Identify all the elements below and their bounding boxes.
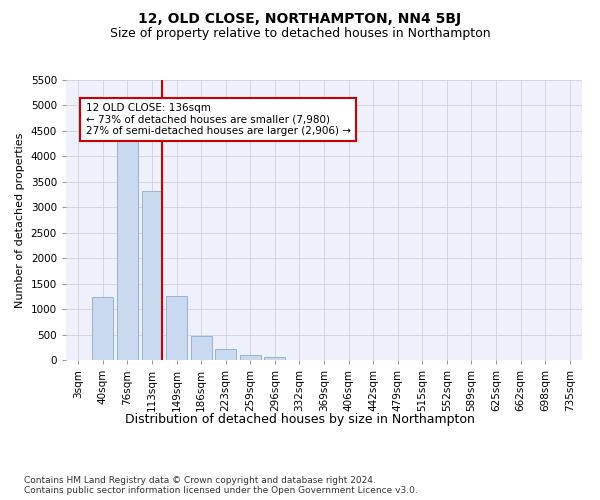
Text: Distribution of detached houses by size in Northampton: Distribution of detached houses by size … [125, 412, 475, 426]
Y-axis label: Number of detached properties: Number of detached properties [15, 132, 25, 308]
Bar [191, 336, 212, 360]
Bar [166, 296, 187, 360]
Bar [92, 298, 113, 360]
Bar [117, 140, 138, 360]
Text: 12, OLD CLOSE, NORTHAMPTON, NN4 5BJ: 12, OLD CLOSE, NORTHAMPTON, NN4 5BJ [139, 12, 461, 26]
Text: Contains HM Land Registry data © Crown copyright and database right 2024.
Contai: Contains HM Land Registry data © Crown c… [24, 476, 418, 495]
Bar [265, 356, 286, 360]
Bar [142, 191, 163, 360]
Text: Size of property relative to detached houses in Northampton: Size of property relative to detached ho… [110, 28, 490, 40]
Bar [240, 355, 261, 360]
Text: 12 OLD CLOSE: 136sqm
← 73% of detached houses are smaller (7,980)
27% of semi-de: 12 OLD CLOSE: 136sqm ← 73% of detached h… [86, 103, 350, 136]
Bar [215, 350, 236, 360]
